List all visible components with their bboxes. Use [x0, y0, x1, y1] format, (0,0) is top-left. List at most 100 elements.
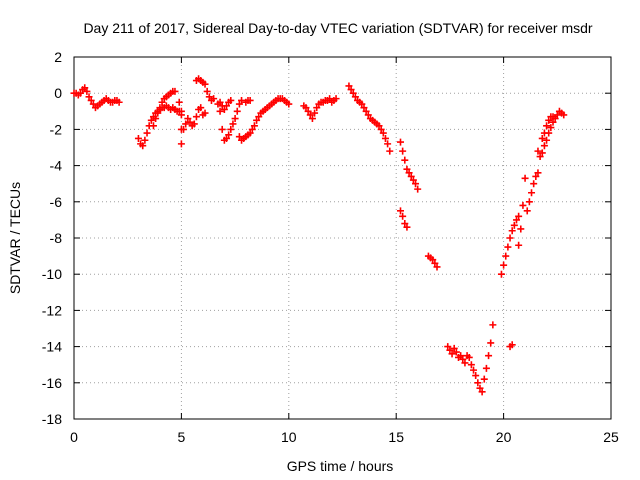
data-point — [238, 96, 246, 104]
data-point — [515, 212, 523, 220]
data-point — [223, 102, 231, 110]
y-tick-label: -2 — [50, 121, 63, 137]
data-point — [81, 84, 89, 92]
data-point — [543, 122, 551, 130]
data-point — [482, 364, 490, 372]
data-point — [540, 129, 548, 137]
data-point — [326, 95, 334, 103]
data-point — [487, 339, 495, 347]
data-point — [512, 216, 520, 224]
data-point — [536, 153, 544, 161]
data-point — [409, 176, 417, 184]
data-point — [403, 165, 411, 173]
data-point — [306, 111, 314, 119]
x-tick-label: 25 — [603, 429, 619, 445]
data-point — [115, 98, 123, 106]
data-point — [543, 136, 551, 144]
data-point — [154, 109, 162, 117]
data-point — [304, 107, 312, 115]
data-point — [177, 111, 185, 119]
x-tick-label: 0 — [70, 429, 78, 445]
data-point — [87, 96, 95, 104]
data-point — [285, 100, 293, 108]
data-point — [444, 343, 452, 351]
data-point — [152, 115, 160, 123]
data-point — [225, 131, 233, 139]
data-point — [452, 348, 460, 356]
data-point — [235, 100, 243, 108]
data-point — [474, 379, 482, 387]
data-point — [517, 225, 525, 233]
data-point — [547, 124, 555, 132]
data-point — [139, 142, 147, 150]
data-point — [233, 107, 241, 115]
data-point — [405, 169, 413, 177]
data-point — [534, 147, 542, 155]
data-point — [470, 366, 478, 374]
data-point — [465, 353, 473, 361]
data-point — [461, 359, 469, 367]
y-tick-label: 0 — [54, 85, 62, 101]
y-tick-label: -8 — [50, 230, 63, 246]
data-point — [401, 156, 409, 164]
data-point — [171, 87, 179, 95]
chart-title: Day 211 of 2017, Sidereal Day-to-day VTE… — [83, 20, 592, 36]
data-point — [351, 93, 359, 101]
y-tick-label: -10 — [42, 266, 62, 282]
y-tick-label: -16 — [42, 375, 62, 391]
data-point — [248, 125, 256, 133]
data-point — [476, 384, 484, 392]
data-point — [182, 120, 190, 128]
data-point — [177, 140, 185, 148]
data-point — [485, 352, 493, 360]
data-point — [203, 87, 211, 95]
data-point — [216, 107, 224, 115]
data-point — [448, 350, 456, 358]
data-point — [480, 375, 488, 383]
x-tick-label: 10 — [281, 429, 297, 445]
data-point — [349, 89, 357, 97]
data-point — [255, 113, 263, 121]
x-tick-label: 15 — [388, 429, 404, 445]
data-point — [158, 98, 166, 106]
data-point — [147, 116, 155, 124]
data-point — [184, 115, 192, 123]
data-point — [205, 93, 213, 101]
data-point — [218, 125, 226, 133]
data-point — [519, 201, 527, 209]
data-point — [500, 261, 508, 269]
data-point — [358, 100, 366, 108]
data-point — [433, 263, 441, 271]
data-point — [532, 172, 540, 180]
y-axis-label: SDTVAR / TECUs — [7, 182, 23, 294]
data-point — [497, 270, 505, 278]
y-tick-label: 2 — [54, 49, 62, 65]
data-point — [401, 220, 409, 228]
data-point — [134, 134, 142, 142]
data-point — [347, 86, 355, 94]
data-point — [467, 361, 475, 369]
data-point — [216, 98, 224, 106]
data-point — [201, 109, 209, 117]
data-point — [431, 259, 439, 267]
data-point — [399, 212, 407, 220]
data-point — [504, 243, 512, 251]
data-point — [510, 221, 518, 229]
data-point — [76, 89, 84, 97]
data-point — [553, 111, 561, 119]
data-point — [311, 109, 319, 117]
data-point — [399, 147, 407, 155]
data-point — [220, 105, 228, 113]
data-point — [534, 169, 542, 177]
data-point — [149, 122, 157, 130]
data-point — [190, 120, 198, 128]
data-point — [381, 134, 389, 142]
data-point — [412, 180, 420, 188]
x-tick-label: 20 — [496, 429, 512, 445]
data-point — [407, 172, 415, 180]
data-point — [375, 122, 383, 130]
data-point — [384, 140, 392, 148]
data-point — [197, 104, 205, 112]
data-point — [83, 87, 91, 95]
data-point — [472, 372, 480, 380]
